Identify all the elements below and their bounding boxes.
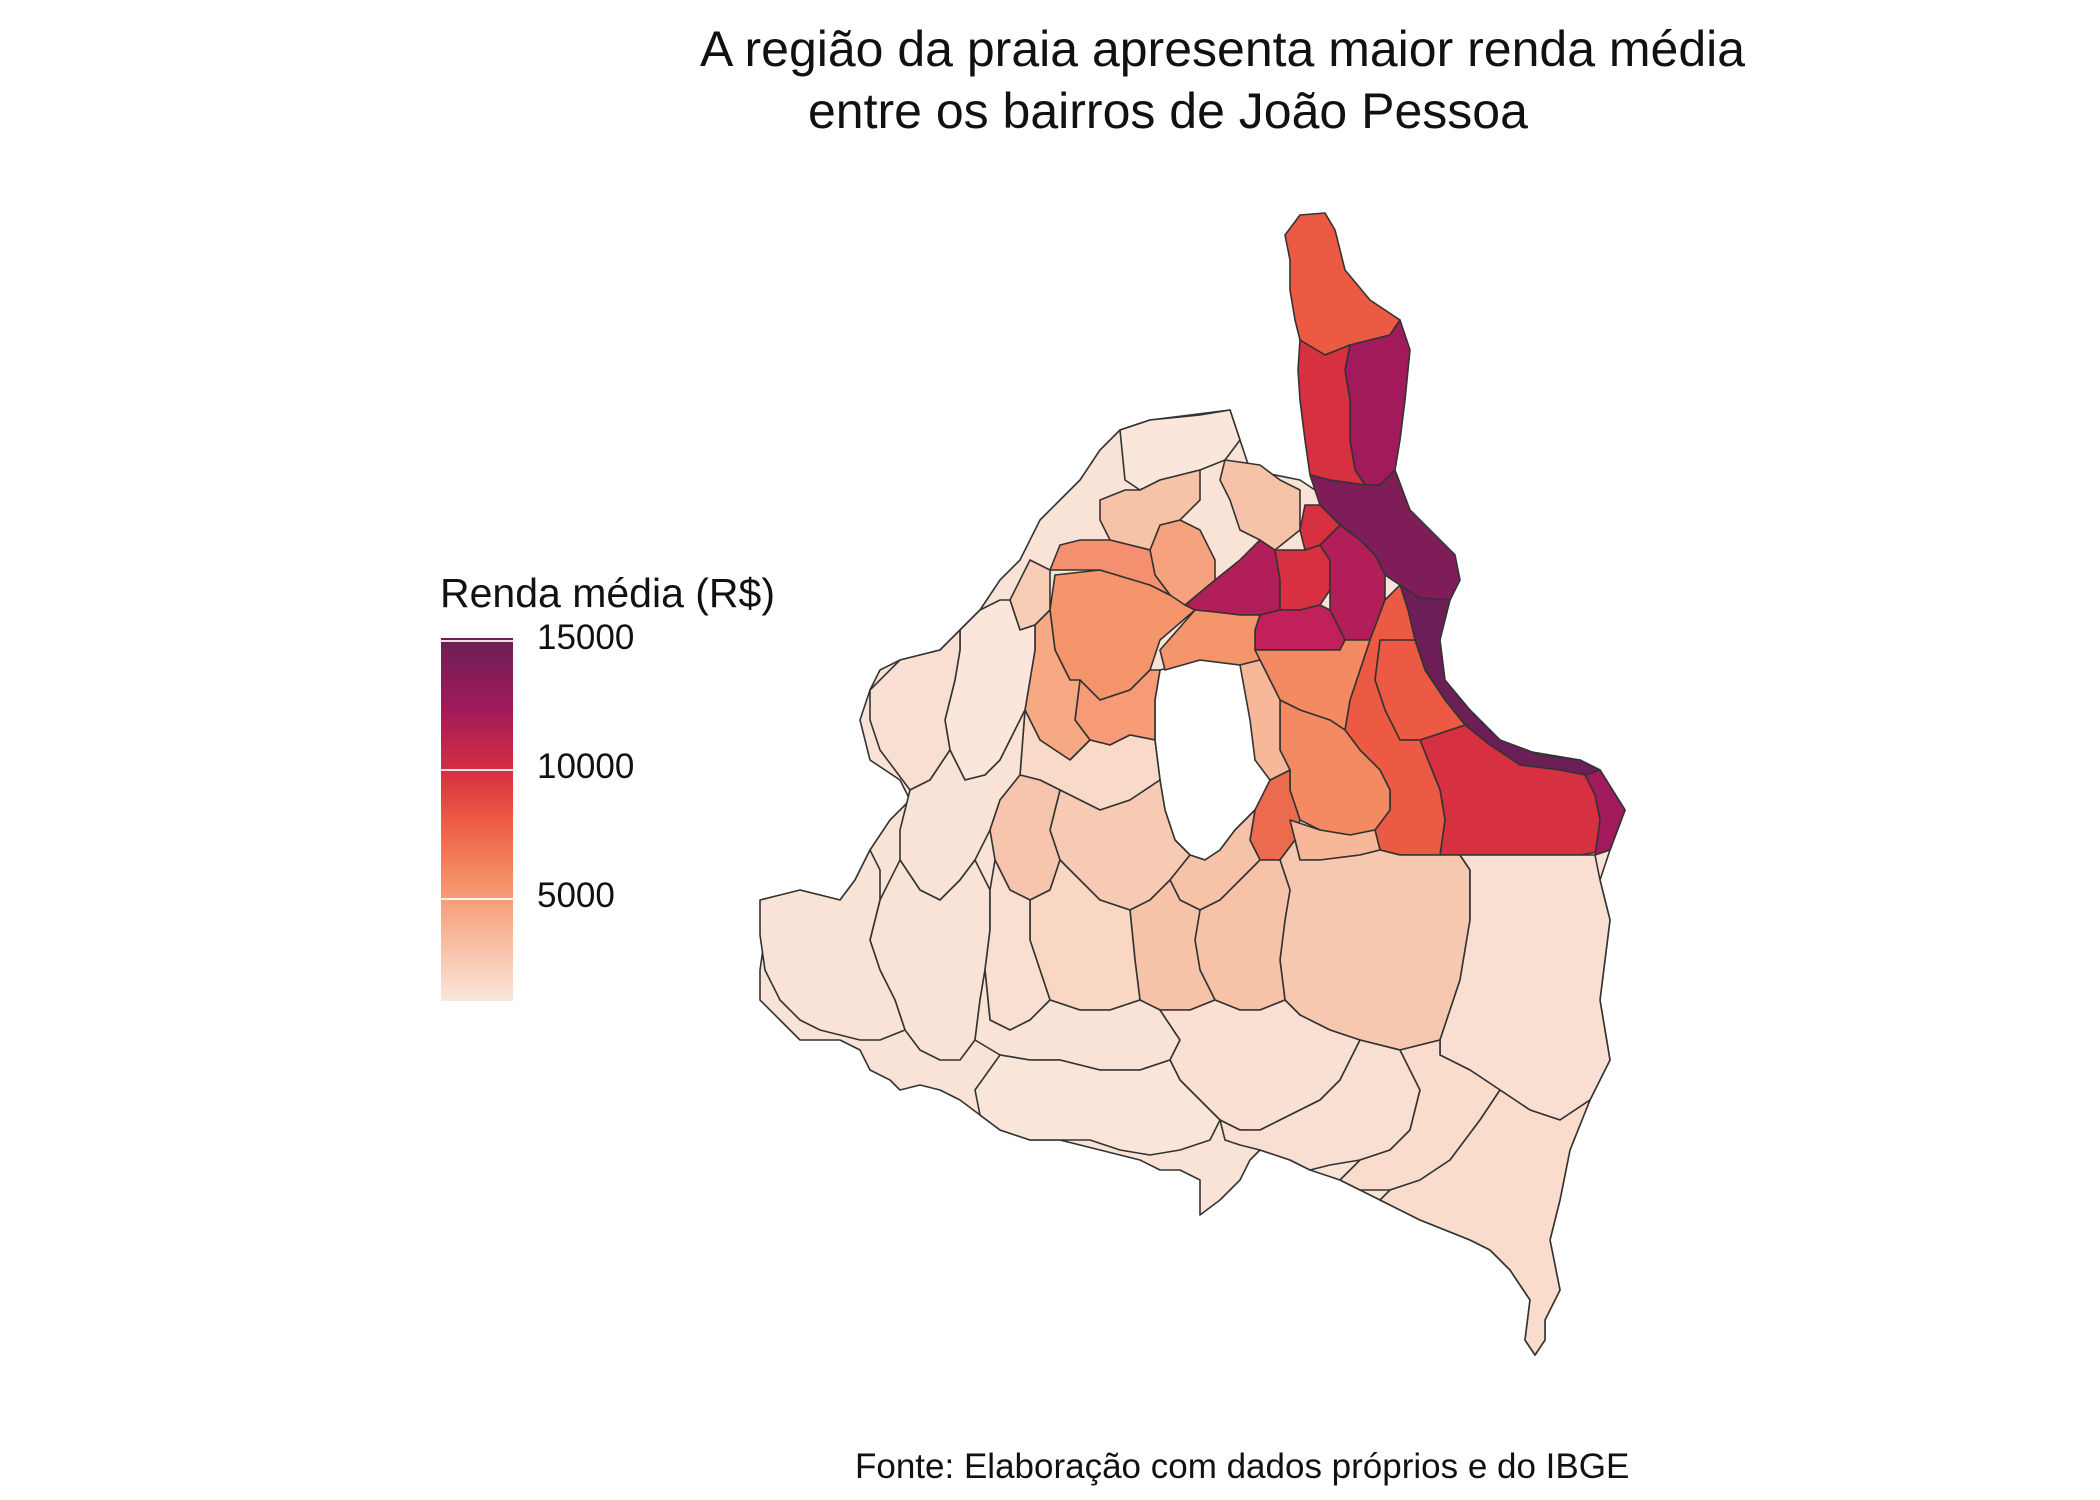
map-region-south-d[interactable] (1379, 1089, 1591, 1356)
map-region-northwest-d[interactable] (1049, 539, 1171, 596)
title-line-2: entre os bairros de João Pessoa (808, 83, 1528, 139)
map-region-east-cape-edge[interactable] (1584, 769, 1626, 856)
map-region-inner-north-b[interactable] (1274, 544, 1331, 611)
map-region-west-c[interactable] (869, 629, 961, 791)
legend-tick-label-10000: 10000 (537, 747, 635, 786)
legend-tick-label-5000: 5000 (537, 876, 615, 915)
map-region-beach-strip-1[interactable] (1344, 319, 1411, 486)
map-region-northwest-top[interactable] (1119, 409, 1241, 491)
map-title: A região da praia apresenta maior renda … (700, 18, 2000, 142)
map-region-northwest-a[interactable] (1219, 459, 1301, 551)
legend-tick-mark (441, 640, 513, 642)
map-region-south-a[interactable] (974, 1054, 1221, 1156)
legend-tick-label-15000: 15000 (537, 618, 635, 657)
legend-colorbar (441, 638, 513, 1001)
legend-tick-mark (441, 769, 513, 771)
map-region-north-tip[interactable] (1284, 212, 1401, 356)
map-region-center-mid-h[interactable] (1239, 659, 1291, 781)
legend-tick-mark (441, 898, 513, 900)
source-caption: Fonte: Elaboração com dados próprios e d… (855, 1447, 1630, 1486)
title-line-1: A região da praia apresenta maior renda … (700, 21, 1746, 77)
legend-title: Renda média (R$) (440, 570, 775, 616)
map-region-southwest-b[interactable] (759, 849, 906, 1041)
map-region-beach-strip-2[interactable] (1297, 339, 1366, 486)
